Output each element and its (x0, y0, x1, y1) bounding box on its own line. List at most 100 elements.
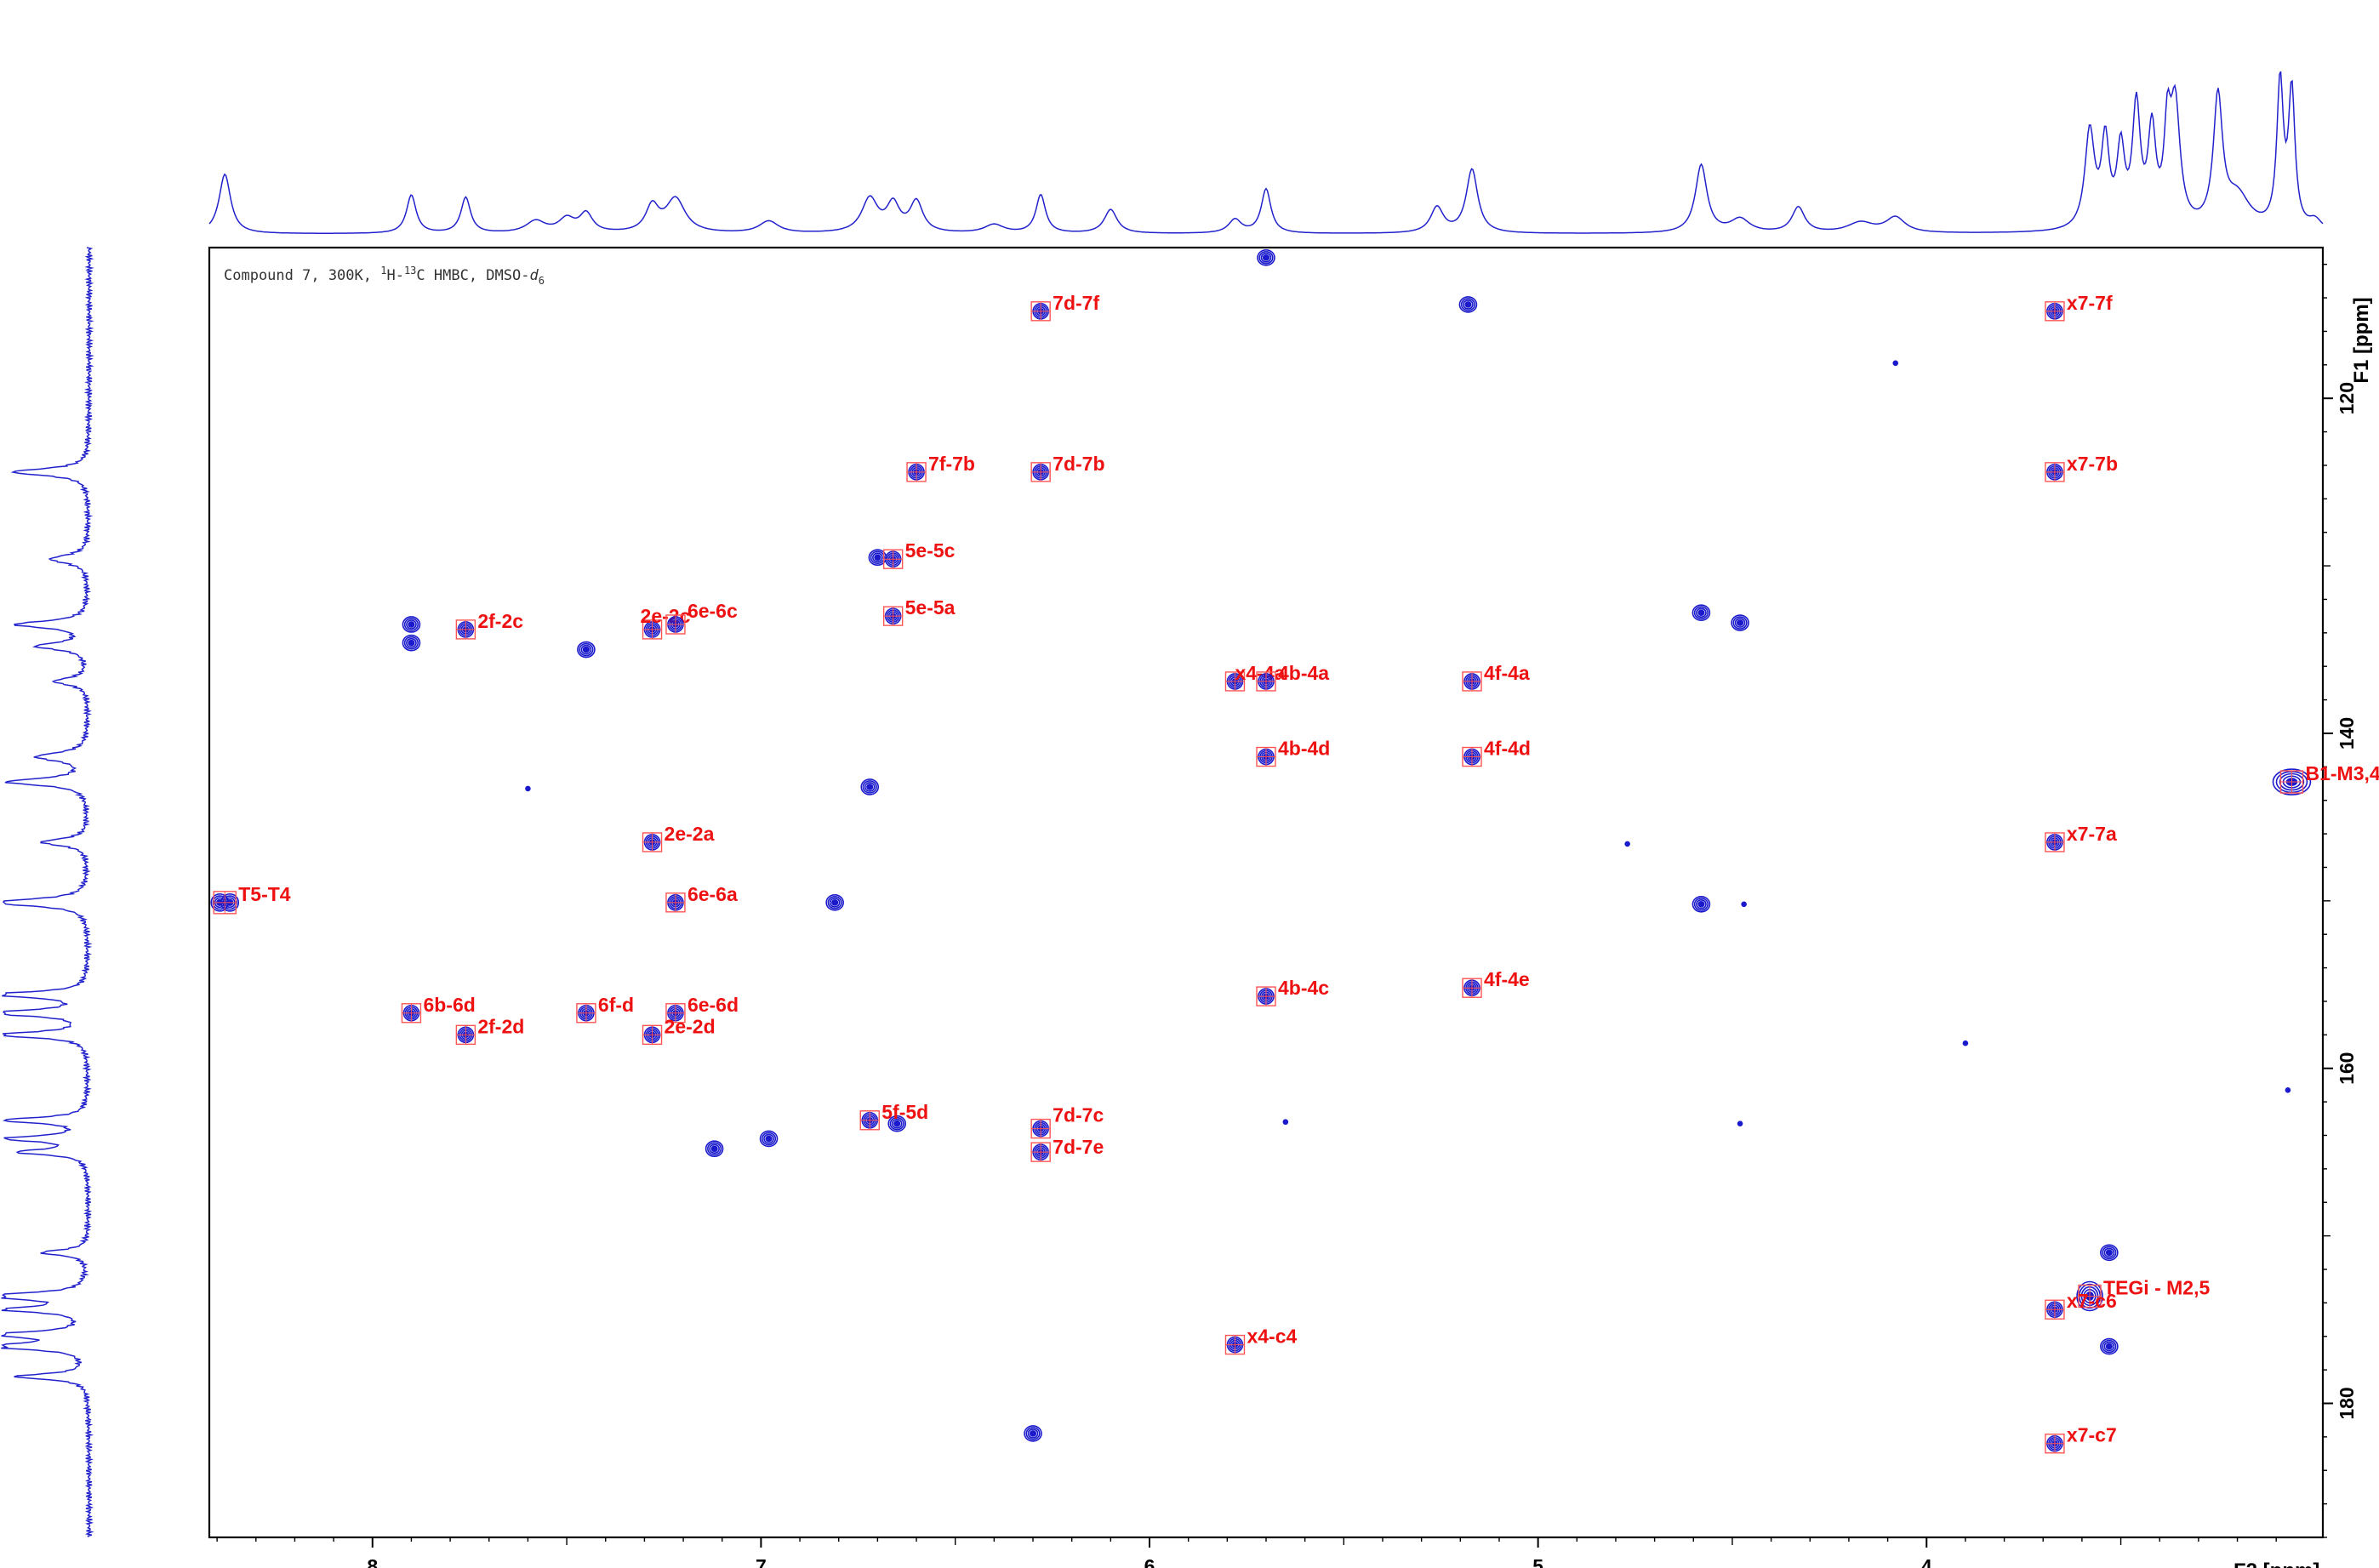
cross-peak-unlabeled (402, 616, 421, 633)
peak-label: 5f-5d (881, 1101, 928, 1123)
cross-peak-unlabeled (1737, 1120, 1743, 1126)
cross-peak-6f-d: 6f-d (576, 994, 634, 1023)
cross-peak-unlabeled (2100, 1337, 2119, 1355)
peak-label: 7d-7e (1053, 1136, 1104, 1158)
cross-peak-4f-4e: 4f-4e (1462, 968, 1530, 998)
contour-ring (893, 1120, 901, 1127)
cross-peak-x7-7a: x7-7a (2045, 823, 2117, 852)
contour-ring (1460, 298, 1476, 311)
contour-ring (1696, 607, 1707, 619)
contour-ring (1029, 1430, 1037, 1437)
cross-peak-2e-2d: 2e-2d (642, 1015, 716, 1046)
contour-ring (408, 621, 415, 628)
peak-label: 6b-6d (423, 994, 475, 1016)
peak-label: x7-7a (2067, 823, 2117, 845)
contour-ring (402, 634, 421, 652)
contour-ring (887, 1115, 907, 1132)
cross-peak-2e-2a: 2e-2a (642, 823, 715, 852)
cross-peak-5e-5c: 5e-5c (882, 539, 956, 569)
cross-peak-unlabeled (1962, 1040, 1969, 1046)
peak-label: 2e-2a (665, 823, 715, 845)
peak-label: x7-7f (2067, 292, 2113, 314)
cross-peak-4b-4d: 4b-4d (1256, 738, 1330, 767)
contour-ring (891, 1118, 903, 1129)
cross-peak-x7-c7: x7-c7 (2045, 1424, 2117, 1454)
contour-ring (1464, 301, 1472, 308)
cross-peak-unlabeled (1282, 1119, 1289, 1126)
peak-label: 4b-4c (1278, 977, 1329, 999)
contour-ring (1025, 1427, 1041, 1440)
cross-peak-unlabeled (887, 1115, 907, 1132)
contour-ring (2285, 1087, 2291, 1093)
cross-peak-unlabeled (1257, 249, 1275, 266)
x-tick-label: 5 (1532, 1555, 1543, 1568)
cross-peak-2f-2d: 2f-2d (455, 1015, 524, 1046)
contour-ring (406, 637, 417, 648)
contour-ring (707, 1142, 722, 1156)
y-tick-label: 180 (2336, 1387, 2358, 1419)
contour-ring (1732, 616, 1748, 630)
x-axis: 8 7 6 5 4 (216, 1537, 2277, 1568)
y-axis-title: F1 [ppm] (2350, 297, 2373, 383)
peak-label: 2f-2d (477, 1015, 524, 1037)
contour-ring (1258, 251, 1274, 265)
contour-ring (1731, 614, 1749, 631)
contour-ring (1692, 895, 1711, 913)
contour-ring (759, 1130, 779, 1148)
cross-peak-6e-6a: 6e-6a (665, 883, 738, 913)
cross-peak-t5-t4: T5-T4 (210, 883, 291, 915)
contour-ring (406, 619, 417, 630)
contour-ring (1697, 609, 1705, 617)
cross-peak-6e-6d: 6e-6d (665, 994, 739, 1023)
top-1d-projection-trace (208, 71, 2324, 234)
cross-peak-5f-5d: 5f-5d (859, 1101, 928, 1131)
contour-ring (1696, 898, 1707, 909)
cross-peak-x7-c6: x7-c6 (2045, 1290, 2117, 1320)
peak-label: 4b-4a (1278, 662, 1329, 684)
cross-peak-7f-7b: 7f-7b (906, 453, 975, 482)
contour-ring (1463, 299, 1474, 310)
peak-label: 4f-4e (1484, 968, 1530, 990)
contour-ring (1697, 900, 1705, 908)
peak-label: 6e-6a (687, 883, 738, 905)
contour-ring (1692, 604, 1711, 622)
peak-label: x7-c7 (2067, 1424, 2117, 1446)
cross-peak-unlabeled (1692, 604, 1711, 622)
cross-peak-4b-4a: 4b-4a (1256, 662, 1329, 692)
contour-ring (580, 644, 592, 655)
contour-ring (1734, 618, 1746, 628)
contour-ring (1027, 1428, 1039, 1439)
contour-ring (860, 778, 880, 795)
contour-ring (402, 616, 421, 633)
cross-peak-unlabeled (1892, 360, 1899, 367)
cross-peak-unlabeled (825, 894, 844, 911)
contour-ring (831, 899, 839, 906)
peak-label: T5-T4 (238, 883, 291, 905)
contour-ring (1282, 1119, 1289, 1126)
cross-peak-unlabeled (1692, 895, 1711, 913)
contour-ring (761, 1132, 777, 1146)
cross-peak-7d-7e: 7d-7e (1030, 1136, 1104, 1162)
cross-peak-x4-4a: x4-4a (1224, 662, 1286, 692)
contour-ring (862, 780, 877, 794)
contour-ring (874, 554, 881, 562)
contour-ring (579, 642, 594, 657)
cross-peak-unlabeled (860, 778, 880, 795)
peak-label: 4f-4d (1484, 738, 1531, 760)
contour-ring (872, 552, 883, 563)
cross-peak-x4-c4: x4-c4 (1224, 1326, 1298, 1355)
cross-peak-unlabeled (1741, 901, 1747, 908)
contour-ring (827, 896, 842, 909)
contour-ring (705, 1140, 724, 1158)
y-axis: 120 140 160 180 (2323, 263, 2358, 1538)
labeled-peaks-layer: 7d-7f x7-7f 7f-7b 7d-7b x7-7b 5e-5c 5e-5a 2f-2c… (210, 292, 2379, 1454)
y-tick-label: 140 (2336, 717, 2358, 750)
contour-ring (864, 782, 876, 792)
y-tick-label: 120 (2336, 382, 2358, 414)
cross-peak-unlabeled (2285, 1087, 2291, 1093)
peak-label: 6e-6d (687, 994, 739, 1016)
contour-ring (829, 898, 841, 908)
x-tick-label: 7 (756, 1555, 767, 1568)
contour-ring (577, 641, 596, 659)
